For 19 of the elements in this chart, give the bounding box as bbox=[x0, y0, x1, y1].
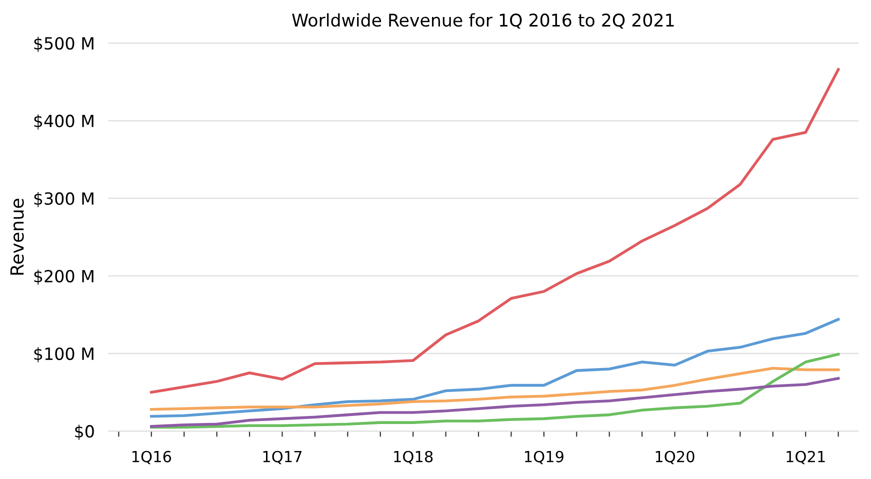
line-series bbox=[150, 352, 840, 429]
line-series bbox=[150, 376, 840, 428]
line-series bbox=[150, 318, 840, 418]
x-tick-label: 1Q21 bbox=[786, 450, 825, 464]
x-tick-label: 1Q18 bbox=[394, 450, 433, 464]
y-tick-label: $400 M bbox=[34, 114, 94, 130]
chart-title: Worldwide Revenue for 1Q 2016 to 2Q 2021 bbox=[292, 13, 674, 29]
x-tick-label: 1Q19 bbox=[525, 450, 564, 464]
line-series bbox=[150, 366, 840, 411]
y-axis-title: Revenue bbox=[10, 198, 24, 275]
y-tick-label: $200 M bbox=[34, 270, 94, 285]
y-tick-label: $100 M bbox=[34, 347, 94, 362]
y-tick-label: $300 M bbox=[34, 192, 94, 208]
x-tick-label: 1Q16 bbox=[132, 450, 172, 464]
x-tick-label: 1Q17 bbox=[263, 450, 302, 464]
y-tick-label: $0 bbox=[75, 424, 94, 440]
line-series bbox=[150, 68, 840, 394]
y-tick-label: $500 M bbox=[34, 36, 94, 52]
x-tick-label: 1Q20 bbox=[656, 450, 694, 464]
